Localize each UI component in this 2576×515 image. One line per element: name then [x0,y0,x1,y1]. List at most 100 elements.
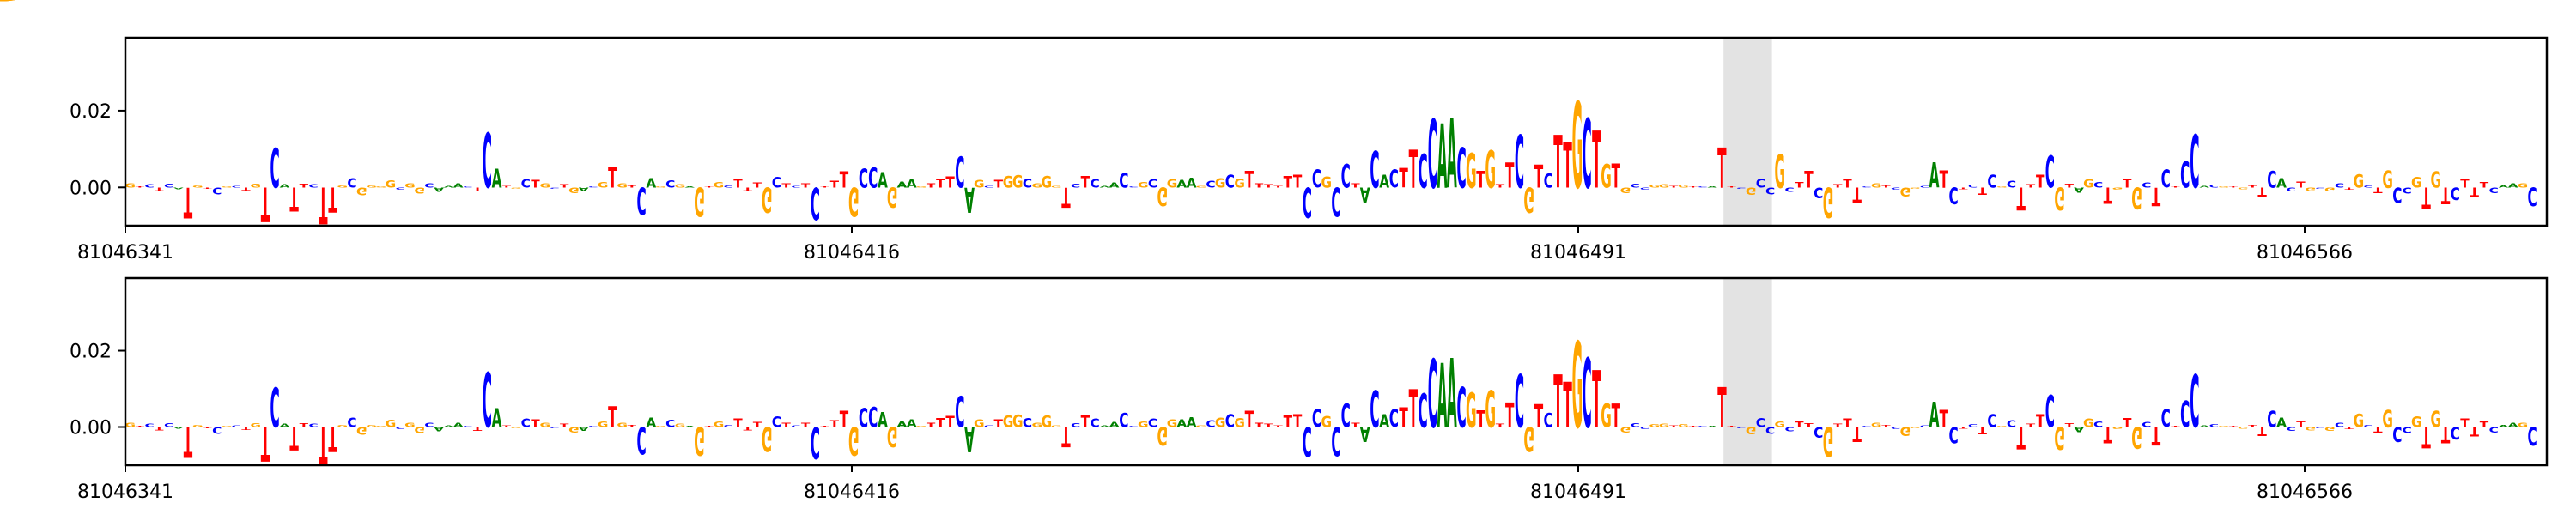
logo-letter: G [655,186,666,188]
logo-letter: T [608,162,617,196]
logo-letter: G [887,421,898,452]
logo-letter: G [356,424,368,436]
logo-letter: T [1959,187,1968,190]
logo-letter: T [994,179,1004,191]
logo-letter: C [2045,147,2055,198]
logo-letter: C [2392,182,2402,207]
logo-letter: C [396,427,405,430]
logo-letter: C [724,185,733,189]
logo-letter: A [1360,182,1370,207]
logo-letter: T [1612,397,1621,435]
logo-letter: T [1804,167,1814,194]
logo-letter: C [144,184,154,189]
logo-letter: C [550,187,559,189]
logo-letter: C [2267,167,2276,194]
logo-letter: A [2499,185,2509,188]
logo-letter: C [1583,100,1592,210]
logo-letter: A [2508,182,2519,190]
logo-letter: C [308,423,318,428]
logo-letter: T [1273,185,1283,188]
logo-letter: G [1157,181,1168,211]
logo-letter: T [2257,424,2266,438]
logo-letter: T [136,426,145,427]
logo-letter: T [1399,402,1408,433]
logo-letter: C [1968,184,1978,188]
logo-letter: C [2528,421,2537,451]
logo-letter: C [1631,422,1640,428]
logo-letter: C [1515,361,1524,445]
logo-letter: G [2354,172,2365,192]
logo-letter: C [1341,158,1351,195]
logo-letter: C [1736,187,1746,189]
logo-letter: A [443,425,454,427]
logo-letter: C [1891,186,1900,190]
logo-letter: G [1523,179,1534,218]
logo-letter: T [289,179,299,218]
logo-letter: C [724,425,733,428]
logo-letter: T [781,182,790,189]
logo-letter: C [396,186,405,190]
logo-letter: G [375,186,386,188]
logo-letter: T [2373,425,2383,434]
logo-letter: G [1659,184,1670,189]
logo-letter: C [1765,185,1775,195]
logo-letter: G [1871,421,1882,428]
logo-letter: T [2171,426,2180,427]
logo-letter: C [521,178,531,191]
logo-letter: T [743,186,752,192]
logo-letter: C [1814,423,1823,440]
logo-letter: C [164,422,173,428]
logo-letter: C [2007,420,2016,430]
logo-letter: A [1379,411,1389,432]
logo-letter: G [1678,184,1689,188]
logo-letter: T [733,417,743,430]
logo-letter: C [636,179,646,223]
logo-letter: G [1910,427,1921,428]
logo-letter: T [2296,420,2306,429]
logo-letter: T [2296,180,2306,190]
logo-letter: C [424,421,434,429]
logo-letter: G [1649,424,1660,428]
logo-letter: T [1612,157,1621,196]
logo-letter: C [588,426,598,427]
logo-letter: C [2093,180,2103,189]
logo-letter: C [2451,422,2460,441]
logo-letter: A [492,403,502,433]
logo-letter: T [2480,421,2489,429]
logo-letter: A [1109,181,1121,189]
logo-letter: A [434,426,445,433]
logo-letter: T [1081,173,1091,191]
logo-letter: C [463,426,472,427]
highlight-region [1723,38,1772,226]
logo-letter: T [1592,116,1601,207]
logo-letter: G [887,181,898,213]
logo-letter: G [386,179,397,191]
logo-letter: T [2171,186,2180,188]
logo-letter: A [2276,175,2287,191]
logo-letter: T [1081,412,1091,431]
logo-letter: T [2460,178,2470,191]
logo-letter: G [414,185,425,194]
logo-letter: C [1331,416,1340,463]
logo-letter: T [733,178,743,191]
logo-letter: C [2335,421,2344,428]
logo-letter: T [1940,406,1949,433]
logo-letter: A [1929,397,1940,436]
logo-letter: T [1978,424,1988,436]
logo-letter: G [2054,179,2065,216]
logo-letter: A [1929,157,1940,197]
logo-letter: G [1871,182,1882,189]
logo-letter: T [1833,422,1843,428]
logo-letter: G [2131,419,2142,453]
logo-letter: G [337,185,349,189]
logo-letter: C [232,425,241,427]
logo-letter: T [1061,421,1070,452]
logo-letter: C [1071,183,1080,189]
logo-letter: T [1245,407,1255,433]
logo-letter: G [1649,184,1660,188]
logo-letter: C [859,403,868,433]
logo-letter: G [356,185,368,197]
logo-letter: G [1485,142,1496,200]
